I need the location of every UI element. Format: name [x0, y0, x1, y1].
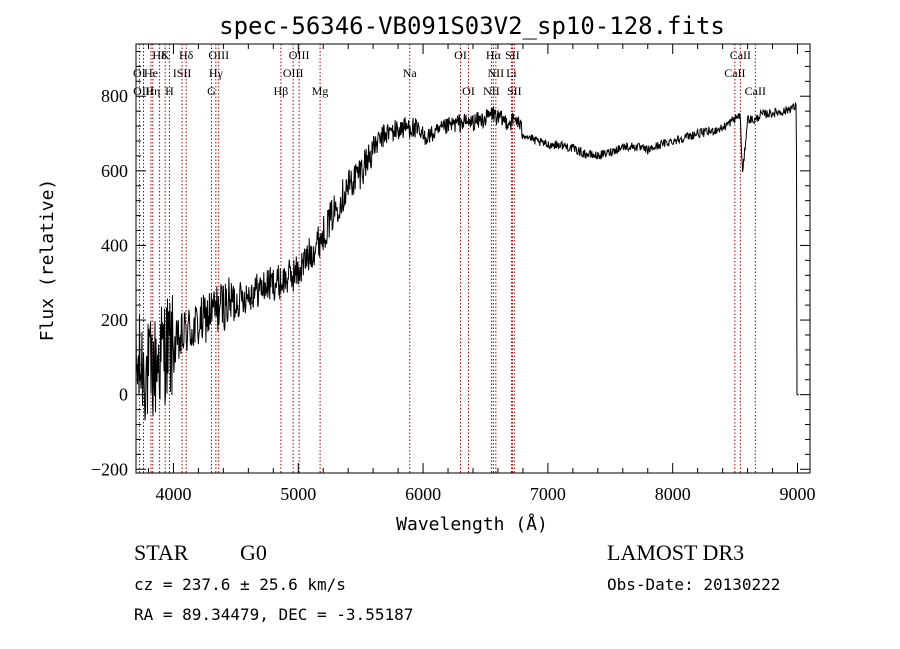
line-marker-label: OIII: [289, 48, 310, 62]
object-subclass: G0: [240, 540, 267, 565]
line-marker-label: K: [161, 48, 170, 62]
y-tick-label: 400: [101, 235, 128, 255]
y-tick-label: 800: [101, 86, 128, 106]
line-marker-label: Hα: [486, 48, 502, 62]
line-marker-label: ISII: [173, 66, 192, 80]
line-marker-label: Hγ: [209, 66, 224, 80]
line-marker-label: CaII: [730, 48, 751, 62]
line-marker-label: OIII: [133, 84, 154, 98]
line-marker-label: H: [165, 84, 174, 98]
x-tick-label: 5000: [280, 484, 316, 504]
line-marker-label: Hδ: [152, 48, 167, 62]
line-marker-label: Mg: [312, 84, 329, 98]
y-tick-label: 600: [101, 161, 128, 181]
y-tick-label: −200: [91, 459, 128, 479]
line-marker-label: SII: [507, 84, 522, 98]
line-marker-label: He: [144, 66, 158, 80]
line-marker-label: CaII: [724, 66, 745, 80]
spectrum-line: [135, 101, 799, 421]
line-marker-label: NII: [488, 66, 505, 80]
line-marker-label: NII: [483, 84, 500, 98]
line-marker-label: OI: [462, 84, 475, 98]
x-axis-ticks: 4000 5000 6000 7000 8000 9000: [147, 44, 816, 504]
line-marker-label: OIII: [208, 48, 229, 62]
line-marker-label: OI: [454, 48, 467, 62]
y-tick-label: 0: [119, 385, 128, 405]
x-tick-label: 4000: [155, 484, 191, 504]
object-class: STAR: [134, 540, 189, 565]
y-axis-ticks: −200 0 200 400 600 800: [91, 50, 810, 479]
y-axis-label: Flux (relative): [37, 179, 58, 342]
chart-title: spec-56346-VB091S03V2_sp10-128.fits: [219, 12, 725, 40]
line-marker-label: Li: [506, 66, 517, 80]
line-marker-label: CaII: [745, 84, 766, 98]
line-marker-label: Hβ: [274, 84, 289, 98]
x-tick-label: 7000: [530, 484, 566, 504]
line-marker-label: Hδ: [179, 48, 194, 62]
observation-date: Obs-Date: 20130222: [607, 575, 780, 594]
x-tick-label: 9000: [780, 484, 816, 504]
redshift-cz: cz = 237.6 ± 25.6 km/s: [134, 575, 346, 594]
x-axis-label: Wavelength (Å): [396, 513, 548, 535]
survey-name: LAMOST DR3: [607, 540, 744, 565]
line-markers: [138, 44, 756, 473]
y-tick-label: 200: [101, 310, 128, 330]
plot-frame: [135, 43, 811, 474]
x-tick-label: 8000: [655, 484, 691, 504]
line-marker-label: OIII: [283, 66, 304, 80]
x-tick-label: 6000: [405, 484, 441, 504]
line-marker-label: Hη: [145, 84, 160, 98]
line-marker-label: Na: [403, 66, 418, 80]
line-marker-label: SII: [505, 48, 520, 62]
line-marker-label: G: [207, 84, 216, 98]
ra-dec-coordinates: RA = 89.34479, DEC = -3.55187: [134, 605, 413, 624]
